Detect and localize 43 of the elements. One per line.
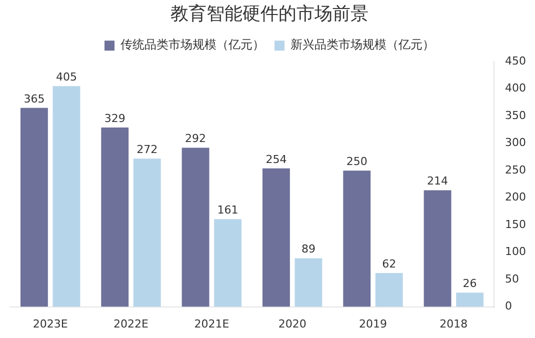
y-tick-label: 250 [505,163,526,176]
y-tick-label: 200 [505,190,526,204]
data-label: 365 [24,92,45,106]
x-tick-label: 2021E [194,317,230,330]
y-tick-label: 450 [505,54,526,68]
bar [262,168,290,307]
bar [133,158,161,307]
bar [424,190,452,307]
bar [52,86,80,307]
legend-label: 传统品类市场规模（亿元） [120,38,264,52]
data-label: 254 [266,152,287,166]
chart-title: 教育智能硬件的市场前景 [170,3,368,24]
y-tick-label: 300 [505,136,526,150]
y-tick-label: 350 [505,108,526,122]
x-tick-label: 2020 [278,317,306,330]
data-label: 161 [217,203,238,216]
data-label: 26 [462,276,477,290]
data-label: 89 [301,242,316,256]
bar [456,292,484,307]
data-label: 250 [346,154,368,168]
y-tick-label: 0 [505,300,512,313]
data-label: 62 [382,257,396,270]
bar [182,148,210,307]
bar [343,170,371,307]
x-tick-label: 2019 [359,317,388,330]
y-tick-label: 150 [505,218,526,231]
x-tick-label: 2022E [114,317,149,330]
x-tick-label: 2018 [440,317,468,330]
bar [375,273,403,307]
data-label: 214 [427,174,448,188]
data-label: 405 [56,70,77,84]
bar [101,128,129,307]
data-label: 329 [104,112,126,125]
y-tick-label: 50 [505,272,520,286]
y-tick-label: 400 [505,82,526,95]
legend-label: 新兴品类市场规模（亿元） [290,38,434,52]
bar [294,258,322,307]
bar [214,219,242,307]
data-label: 272 [136,142,158,156]
x-tick-label: 2023E [32,317,68,330]
y-tick-label: 100 [505,245,526,258]
bar [20,108,48,307]
data-label: 292 [185,132,206,146]
